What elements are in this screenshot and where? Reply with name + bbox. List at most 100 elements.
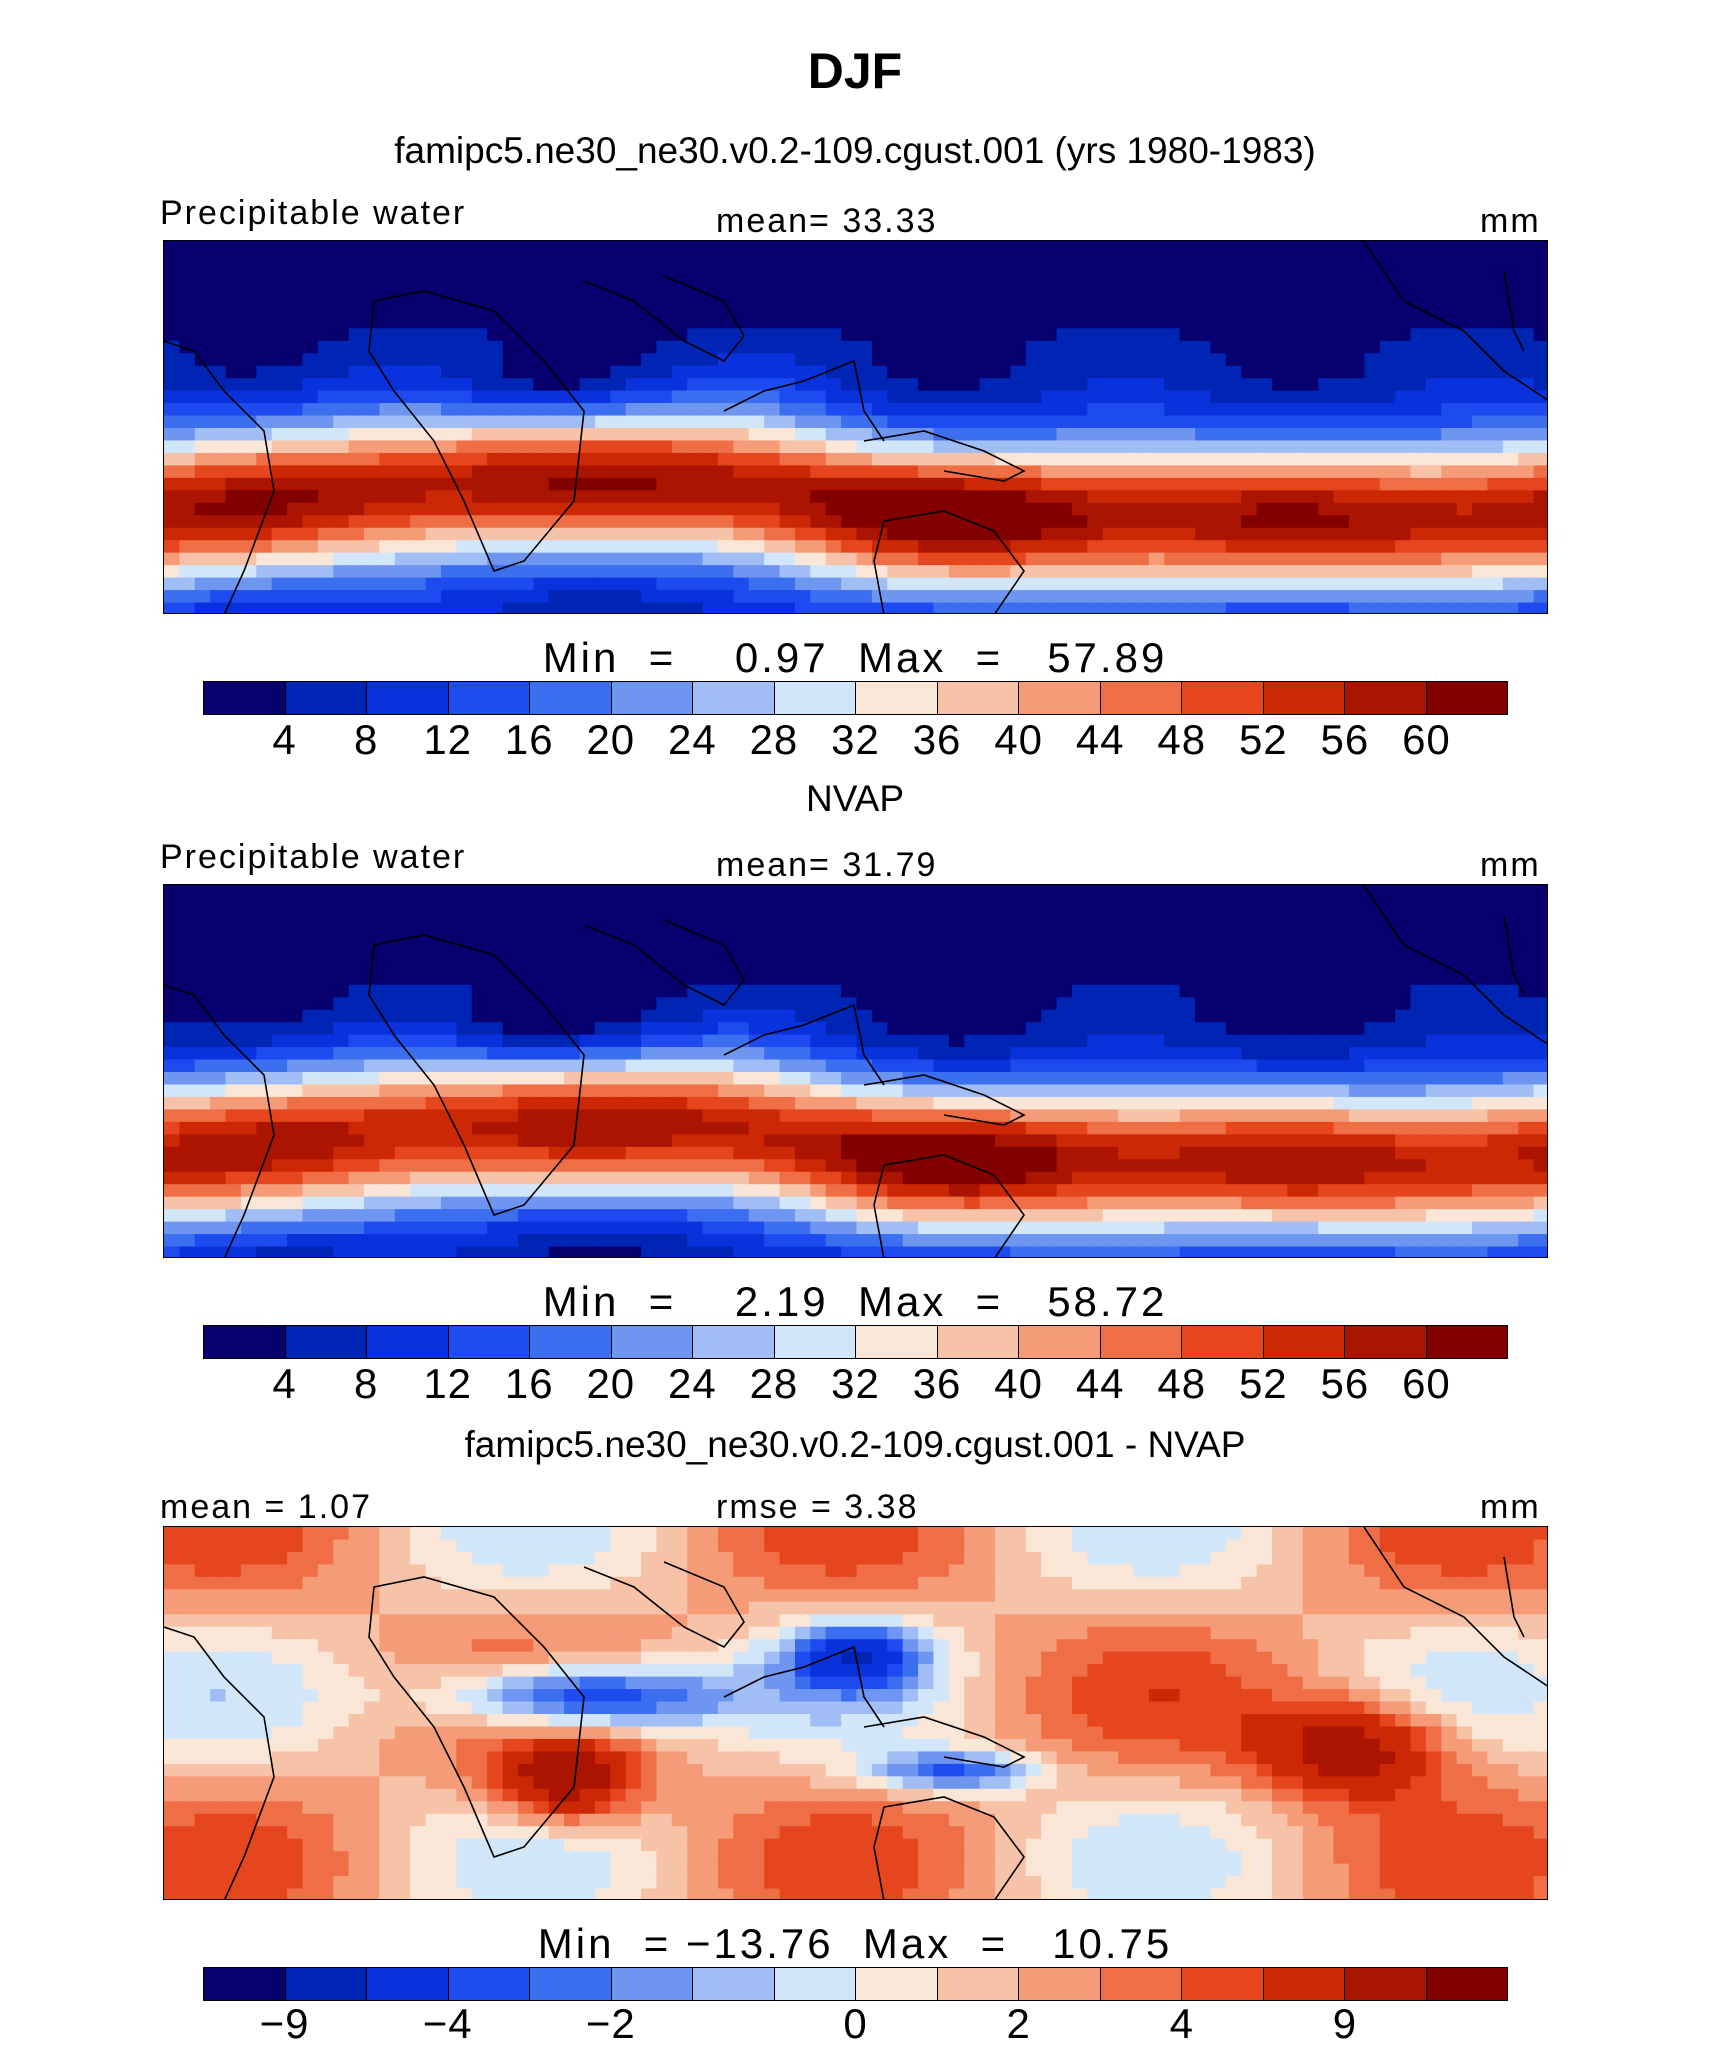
field-cell [1425,577,1442,591]
field-cell [1456,1184,1473,1198]
field-cell [333,403,350,417]
field-cell [687,602,704,613]
field-cell [702,278,719,292]
field-cell [1518,934,1535,948]
field-cell [1379,897,1396,911]
field-cell [918,477,935,491]
field-cell [394,1022,411,1036]
field-cell [194,1009,211,1023]
field-cell [1287,922,1304,936]
field-cell [1487,590,1504,604]
field-cell [1379,365,1396,379]
field-cell [1287,565,1304,579]
field-cell [1472,378,1489,392]
field-cell [979,303,996,317]
field-cell [1087,934,1104,948]
field-cell [933,278,950,292]
field-cell [1102,565,1119,579]
field-cell [502,265,519,279]
field-cell [1487,265,1504,279]
field-cell [210,390,227,404]
field-cell [1225,972,1242,986]
field-cell [1148,440,1165,454]
field-cell [656,577,673,591]
field-cell [594,1134,611,1148]
field-cell [610,909,627,923]
field-cell [364,1059,381,1073]
field-cell [1225,253,1242,267]
field-cell [1210,1184,1227,1198]
field-cell [841,1047,858,1061]
field-cell [1364,303,1381,317]
field-cell [1441,602,1458,613]
field-cell [779,241,796,255]
field-cell [379,390,396,404]
field-cell [517,540,534,554]
field-cell [179,1096,196,1110]
field-cell [748,1121,765,1135]
field-cell [641,353,658,367]
field-cell [764,278,781,292]
field-cell [594,527,611,541]
field-cell [748,1084,765,1098]
field-cell [302,265,319,279]
field-cell [1071,1034,1088,1048]
field-cell [718,428,734,442]
field-cell [348,1121,365,1135]
field-cell [517,909,534,923]
field-cell [579,577,596,591]
field-cell [964,577,981,591]
field-cell [641,365,658,379]
field-cell [1241,303,1258,317]
field-cell [533,1184,550,1198]
field-cell [517,984,534,998]
field-cell [1225,540,1242,554]
field-cell [671,353,688,367]
field-cell [748,1034,765,1048]
field-cell [779,947,796,961]
field-cell [733,1159,750,1173]
field-cell [1379,490,1396,504]
field-cell [656,540,673,554]
field-cell [841,365,858,379]
field-cell [1164,415,1181,429]
field-cell [364,502,381,516]
field-cell [517,403,534,417]
field-cell [1195,1059,1212,1073]
field-cell [702,897,719,911]
field-cell [933,1159,950,1173]
field-cell [1364,885,1381,899]
field-cell [1395,934,1412,948]
field-cell [364,452,381,466]
field-cell [1364,378,1381,392]
field-cell [1071,1096,1088,1110]
field-cell [1256,452,1273,466]
field-cell [348,353,365,367]
field-cell [764,353,781,367]
field-cell [1456,490,1473,504]
field-cell [856,602,873,613]
field-cell [1102,1059,1119,1073]
field-cell [164,390,180,404]
field-cell [1287,403,1304,417]
field-cell [1087,1072,1104,1086]
field-cell [1364,465,1381,479]
field-cell [379,1109,396,1123]
field-cell [1441,1034,1458,1048]
field-cell [225,265,242,279]
field-cell [1118,1059,1135,1073]
field-cell [1456,390,1473,404]
field-cell [379,415,396,429]
field-cell [271,403,288,417]
field-cell [333,602,350,613]
field-cell [948,552,965,566]
field-cell [441,1034,457,1048]
field-cell [317,897,334,911]
field-cell [1272,1034,1288,1048]
field-cell [271,290,288,304]
field-cell [902,972,919,986]
field-cell [210,1146,227,1160]
field-cell [841,502,858,516]
field-cell [1333,241,1350,255]
field-cell [517,390,534,404]
